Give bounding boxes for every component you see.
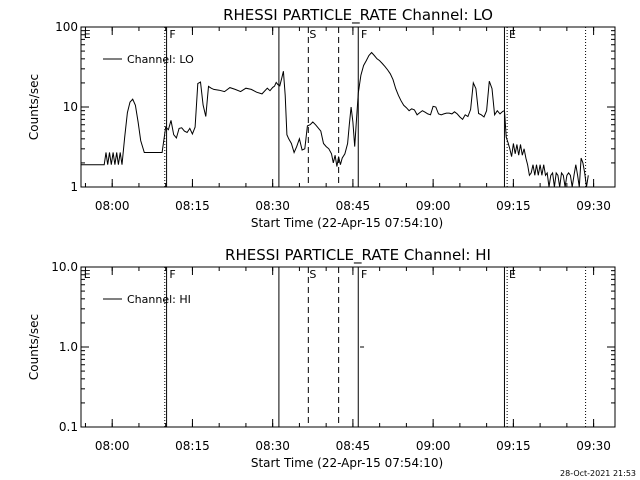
y-axis-label: Counts/sec <box>27 314 41 380</box>
x-tick-label: 08:15 <box>175 199 210 213</box>
region-label: F <box>361 28 367 41</box>
region-label: E <box>84 268 91 281</box>
x-axis-label: Start Time (22-Apr-15 07:54:10) <box>251 456 443 470</box>
x-tick-label: 08:15 <box>175 439 210 453</box>
y-tick-label: 100 <box>55 20 78 34</box>
legend-entry: Channel: HI <box>127 293 191 306</box>
y-tick-label: 10.0 <box>51 260 78 274</box>
y-tick-label: 1.0 <box>59 340 78 354</box>
x-tick-label: 09:30 <box>576 199 611 213</box>
chart-panel-hi: RHESSI PARTICLE_RATE Channel: HI Counts/s… <box>27 246 616 470</box>
chart-panels: RHESSI PARTICLE_RATE Channel: LO Counts/s… <box>27 6 616 470</box>
x-axis-label: Start Time (22-Apr-15 07:54:10) <box>251 216 443 230</box>
x-tick-label: 08:30 <box>255 439 290 453</box>
region-label: E <box>509 28 516 41</box>
chart-title: RHESSI PARTICLE_RATE Channel: LO <box>223 6 493 25</box>
x-tick-label: 08:00 <box>95 199 130 213</box>
y-tick-label: 0.1 <box>59 420 78 434</box>
x-tick-label: 09:15 <box>496 199 531 213</box>
x-tick-label: 08:00 <box>95 439 130 453</box>
y-tick-label: 10 <box>63 100 78 114</box>
x-tick-label: 08:30 <box>255 199 290 213</box>
plot-frame <box>80 26 616 188</box>
chart-panel-lo: RHESSI PARTICLE_RATE Channel: LO Counts/s… <box>27 6 616 230</box>
region-label: F <box>169 28 175 41</box>
x-tick-label: 09:30 <box>576 439 611 453</box>
chart-title: RHESSI PARTICLE_RATE Channel: HI <box>225 246 491 265</box>
x-tick-label: 09:15 <box>496 439 531 453</box>
region-label: E <box>84 28 91 41</box>
region-label: F <box>361 268 367 281</box>
y-tick-label: 1 <box>70 180 78 194</box>
region-label: E <box>509 268 516 281</box>
region-label: S <box>309 28 316 41</box>
region-label: F <box>169 268 175 281</box>
x-tick-label: 08:45 <box>336 439 371 453</box>
x-tick-label: 09:00 <box>416 199 451 213</box>
footer-timestamp: 28-Oct-2021 21:53 <box>560 469 636 478</box>
legend-entry: Channel: LO <box>127 53 194 66</box>
y-axis-label: Counts/sec <box>27 74 41 140</box>
plot-frame <box>80 266 616 428</box>
x-tick-label: 09:00 <box>416 439 451 453</box>
region-label: S <box>309 268 316 281</box>
x-tick-label: 08:45 <box>336 199 371 213</box>
series-line-lo <box>81 51 589 188</box>
